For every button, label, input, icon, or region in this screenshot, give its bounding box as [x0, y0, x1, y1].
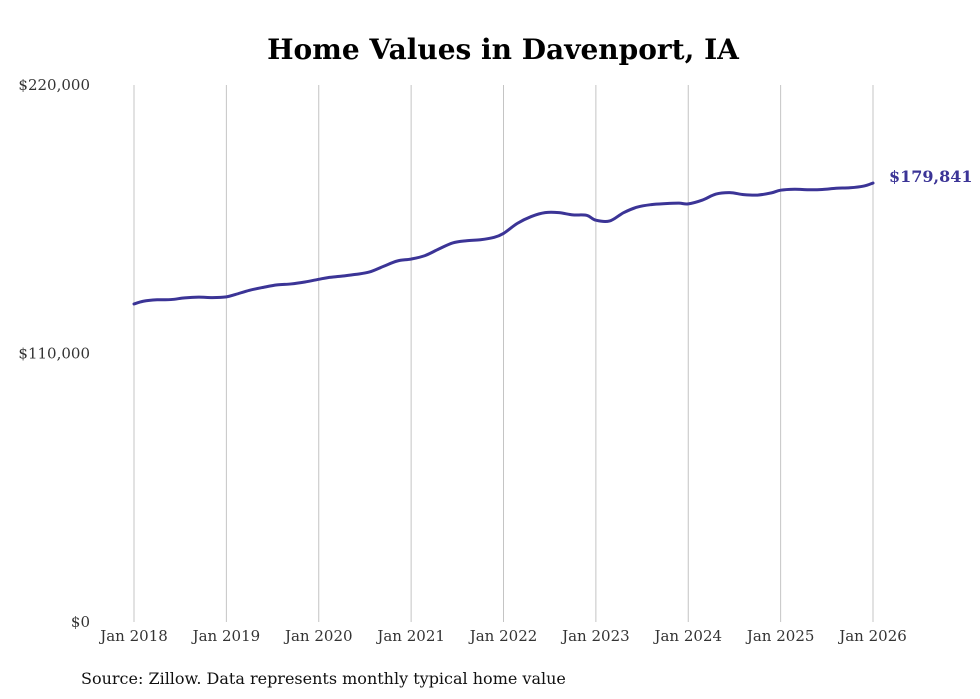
x-tick-label: Jan 2023	[560, 627, 630, 645]
chart-title: Home Values in Davenport, IA	[267, 33, 740, 66]
y-tick-label: $220,000	[18, 76, 90, 94]
x-tick-label: Jan 2025	[745, 627, 815, 645]
x-axis-tick-labels: Jan 2018 Jan 2019 Jan 2020 Jan 2021 Jan 2022…	[98, 627, 907, 645]
latest-value-label: $179,841	[889, 167, 973, 186]
x-tick-label: Jan 2021	[375, 627, 445, 645]
y-tick-label: $110,000	[18, 345, 90, 363]
x-tick-label: Jan 2022	[468, 627, 538, 645]
source-note: Source: Zillow. Data represents monthly …	[81, 669, 566, 688]
home-value-line	[132, 181, 875, 306]
x-tick-label: Jan 2026	[837, 627, 907, 645]
x-tick-label: Jan 2019	[191, 627, 261, 645]
vertical-gridlines	[133, 85, 874, 622]
x-tick-label: Jan 2018	[98, 627, 168, 645]
x-tick-label: Jan 2020	[283, 627, 353, 645]
y-axis-tick-labels: $0 $110,000 $220,000	[18, 76, 90, 631]
y-tick-label: $0	[71, 613, 90, 631]
x-tick-label: Jan 2024	[652, 627, 722, 645]
